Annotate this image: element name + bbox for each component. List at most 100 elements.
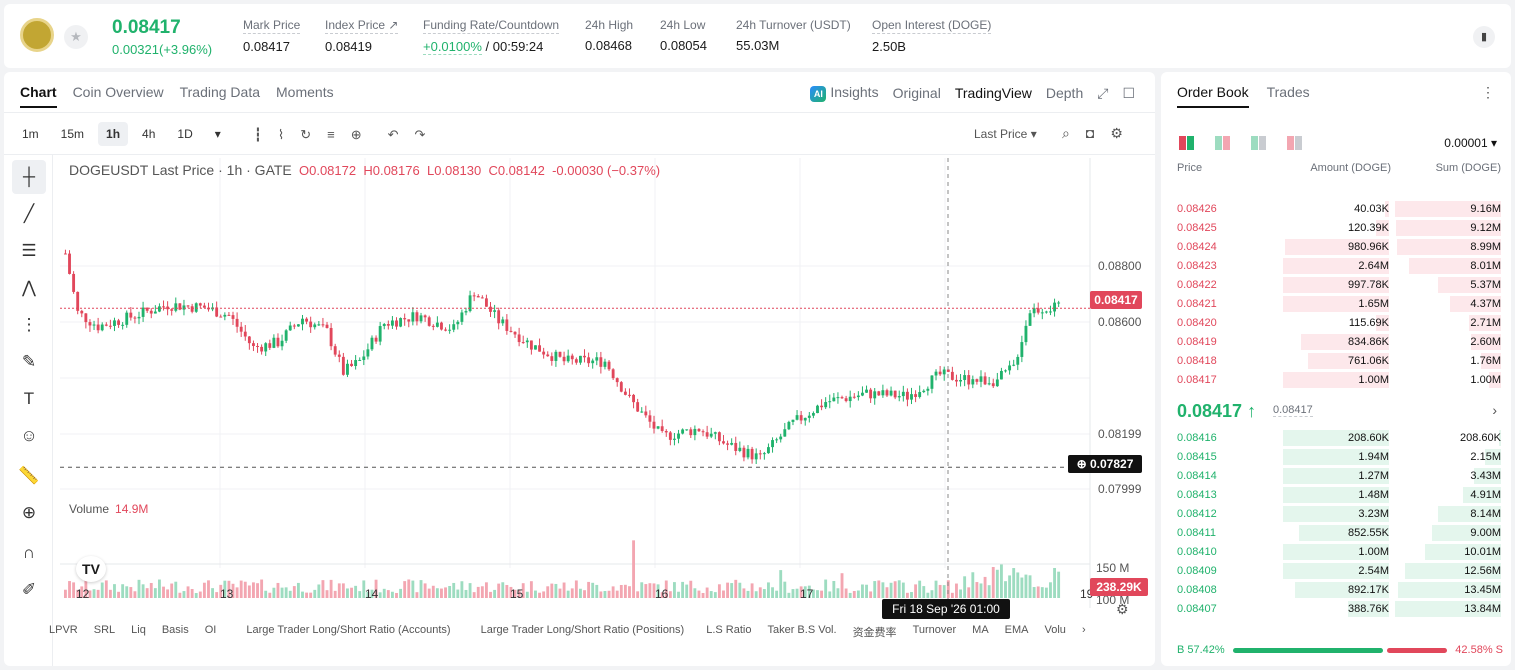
text-icon[interactable]: T — [23, 389, 35, 408]
settings-icon[interactable]: ⚙ — [1116, 601, 1129, 617]
tab-trades[interactable]: Trades — [1266, 84, 1310, 100]
chevron-right-icon[interactable]: › — [1492, 402, 1497, 418]
candle — [415, 312, 419, 322]
expand-icon[interactable]: ⤢ — [1097, 84, 1109, 101]
camera-icon[interactable]: ◘ — [1085, 125, 1095, 141]
ask-row[interactable]: 0.08421 1.65M 4.37M — [1161, 295, 1511, 314]
indicator-lt-accounts[interactable]: Large Trader Long/Short Ratio (Accounts) — [246, 624, 451, 636]
tf-15m[interactable]: 15m — [60, 127, 85, 141]
indicator-volume[interactable]: Volu — [1044, 624, 1066, 636]
indicator-basis[interactable]: Basis — [161, 624, 189, 636]
pencil-icon[interactable]: ✐ — [21, 580, 37, 599]
ask-row[interactable]: 0.08424 980.96K 8.99M — [1161, 238, 1511, 257]
tf-4h[interactable]: 4h — [142, 127, 156, 141]
view-tradingview[interactable]: TradingView — [954, 85, 1032, 101]
candle-type-icon[interactable]: ┇ — [254, 127, 262, 142]
indicator-srl[interactable]: SRL — [93, 624, 116, 636]
redo-icon[interactable]: ↷ — [414, 127, 426, 142]
trend-line-icon[interactable]: ╱ — [23, 204, 35, 223]
favorite-star-icon[interactable]: ★ — [64, 25, 88, 49]
indicator-ls-ratio[interactable]: L.S Ratio — [706, 624, 752, 636]
template-icon[interactable]: ≡ — [327, 127, 335, 142]
stat-label[interactable]: Mark Price — [243, 18, 301, 34]
indicators-icon[interactable]: ⌇ — [277, 127, 285, 142]
tick-size-select[interactable]: 0.00001 ▾ — [1444, 136, 1497, 150]
bid-row[interactable]: 0.08412 3.23M 8.14M — [1161, 505, 1511, 524]
bid-row[interactable]: 0.08409 2.54M 12.56M — [1161, 562, 1511, 581]
bid-row[interactable]: 0.08410 1.00M 10.01M — [1161, 543, 1511, 562]
book-icon[interactable]: ▮ — [1473, 26, 1495, 48]
bid-row[interactable]: 0.08408 892.17K 13.45M — [1161, 581, 1511, 600]
indicator-lpvr[interactable]: LPVR — [49, 624, 78, 636]
view-original[interactable]: Original — [892, 85, 941, 101]
indicator-oi[interactable]: OI — [204, 624, 217, 636]
stat-label[interactable]: Index Price ↗ — [325, 18, 399, 34]
tab-chart[interactable]: Chart — [20, 84, 57, 108]
stat-label[interactable]: Open Interest (DOGE) — [872, 18, 992, 34]
bid-row[interactable]: 0.08411 852.55K 9.00M — [1161, 524, 1511, 543]
indicator-ma[interactable]: MA — [972, 624, 989, 636]
ask-row[interactable]: 0.08425 120.39K 9.12M — [1161, 219, 1511, 238]
pattern-icon[interactable]: ⋀ — [22, 278, 36, 297]
add-plugin-icon[interactable]: ⊕ — [350, 127, 362, 142]
ask-row[interactable]: 0.08426 40.03K 9.16M — [1161, 200, 1511, 219]
tab-trading-data[interactable]: Trading Data — [179, 84, 261, 100]
both-sides-icon[interactable] — [1179, 136, 1195, 150]
bid-row[interactable]: 0.08407 388.76K 13.84M — [1161, 600, 1511, 619]
asks-only-icon[interactable] — [1287, 136, 1303, 150]
more-icon[interactable]: ⋮ — [1481, 84, 1495, 100]
emoji-icon[interactable]: ☺ — [20, 426, 38, 445]
indicator-funding[interactable]: 资金费率 — [852, 627, 897, 639]
undo-icon[interactable]: ↶ — [387, 127, 399, 142]
crosshair-icon[interactable]: ┼ — [12, 160, 46, 194]
tab-moments[interactable]: Moments — [276, 84, 334, 100]
search-icon[interactable]: ⌕ — [1062, 125, 1070, 141]
candle — [411, 312, 415, 322]
magnet-icon[interactable]: ∩ — [22, 543, 36, 562]
tab-order-book[interactable]: Order Book — [1177, 84, 1249, 108]
chevron-down-icon[interactable]: ▾ — [214, 127, 221, 141]
price-source-select[interactable]: Last Price ▾ — [974, 127, 1037, 141]
brush-icon[interactable]: ✎ — [21, 352, 37, 371]
indicator-taker-vol[interactable]: Taker B.S Vol. — [767, 624, 837, 636]
fib-icon[interactable]: ⋮ — [20, 315, 38, 334]
asks-bids-icon[interactable] — [1215, 136, 1231, 150]
horizontal-lines-icon[interactable]: ☰ — [21, 241, 37, 260]
indicator-liq[interactable]: Liq — [131, 624, 146, 636]
tf-1m[interactable]: 1m — [22, 127, 39, 141]
view-depth[interactable]: Depth — [1045, 85, 1084, 101]
plus-icon[interactable]: ⊕ — [1076, 457, 1087, 471]
insights-button[interactable]: AI Insights — [810, 84, 879, 102]
bid-row[interactable]: 0.08414 1.27M 3.43M — [1161, 467, 1511, 486]
amount-depth-bar — [1299, 525, 1389, 541]
zoom-in-icon[interactable]: ⊕ — [21, 503, 37, 522]
volume-bar — [750, 583, 754, 598]
tf-1d[interactable]: 1D — [177, 127, 193, 141]
ask-row[interactable]: 0.08422 997.78K 5.37M — [1161, 276, 1511, 295]
ask-row[interactable]: 0.08423 2.64M 8.01M — [1161, 257, 1511, 276]
tf-1h[interactable]: 1h — [98, 122, 129, 146]
bid-row[interactable]: 0.08413 1.48M 4.91M — [1161, 486, 1511, 505]
ask-row[interactable]: 0.08418 761.06K 1.76M — [1161, 352, 1511, 371]
ask-row[interactable]: 0.08417 1.00M 1.00M — [1161, 371, 1511, 390]
bid-row[interactable]: 0.08416 208.60K 208.60K — [1161, 429, 1511, 448]
ruler-icon[interactable]: 📏 — [18, 466, 40, 485]
stat-label[interactable]: Funding Rate/Countdown — [423, 18, 560, 34]
indicator-ema[interactable]: EMA — [1004, 624, 1029, 636]
gear-icon[interactable]: ⚙ — [1110, 125, 1123, 141]
order-price: 0.08415 — [1177, 451, 1217, 463]
indicator-turnover[interactable]: Turnover — [912, 624, 957, 636]
bids-only-icon[interactable] — [1251, 136, 1267, 150]
volume-bar — [419, 580, 423, 598]
chevron-right-icon[interactable]: › — [1081, 624, 1086, 636]
bid-row[interactable]: 0.08415 1.94M 2.15M — [1161, 448, 1511, 467]
tab-coin-overview[interactable]: Coin Overview — [72, 84, 164, 100]
ask-row[interactable]: 0.08419 834.86K 2.60M — [1161, 333, 1511, 352]
volume-bar — [738, 582, 742, 598]
candle — [971, 379, 975, 385]
indicator-lt-positions[interactable]: Large Trader Long/Short Ratio (Positions… — [480, 624, 685, 636]
ask-row[interactable]: 0.08420 115.69K 2.71M — [1161, 314, 1511, 333]
window-icon[interactable]: ☐ — [1122, 84, 1135, 101]
replay-icon[interactable]: ↻ — [300, 127, 312, 142]
